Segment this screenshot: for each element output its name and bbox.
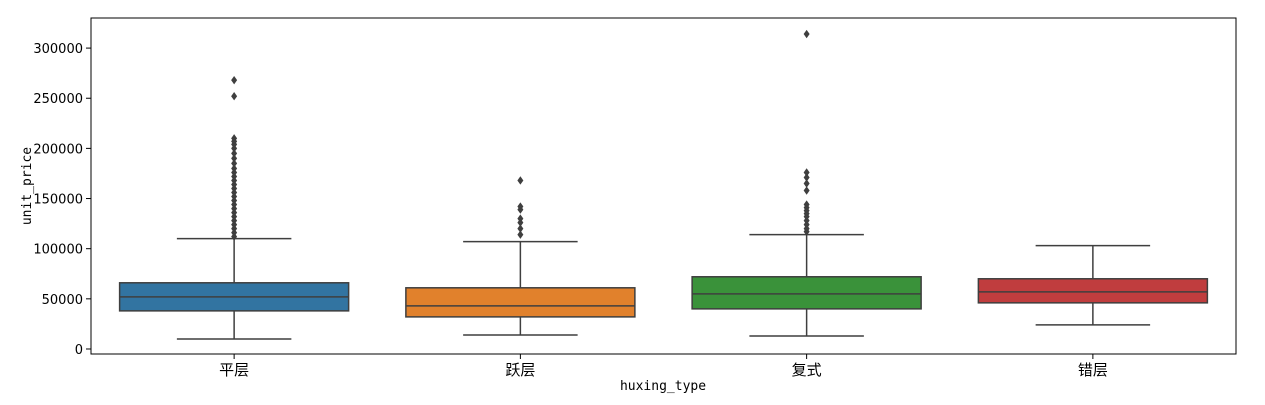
x-tick-label: 错层 [1078,361,1108,379]
outlier-point [231,75,238,85]
x-tick-label: 跃层 [505,361,535,379]
x-axis: 平层 跃层 复式 错层 [219,354,1108,379]
outlier-point [517,176,524,185]
outlier-point [231,232,238,241]
box [405,287,636,318]
box [691,276,922,310]
plot-frame [90,17,1237,355]
outlier-point [231,159,238,168]
y-axis-label: unit_price [20,147,35,225]
y-tick-label: 100000 [33,243,83,258]
outlier-point [803,186,810,195]
outlier-point [517,224,524,233]
y-tick-label: 0 [75,343,83,358]
box-group-4 [977,244,1209,326]
y-tick-label: 50000 [42,293,83,308]
box-group-1 [118,75,350,340]
outlier-point [803,227,810,236]
outlier-point [517,205,524,214]
x-tick-label: 平层 [219,361,249,379]
outlier-point [231,92,238,101]
x-axis-label: huxing_type [620,379,706,394]
outlier-point [803,168,810,177]
plot-area [118,29,1209,340]
outlier-point [231,154,238,163]
outlier-point [517,230,524,239]
box-group-2 [405,176,636,336]
outlier-point [803,179,810,188]
y-tick-label: 250000 [33,92,83,107]
outlier-point [231,144,238,153]
outlier-point [517,218,524,227]
outlier-point [803,173,810,182]
y-tick-label: 200000 [33,142,83,157]
box [977,278,1209,304]
y-tick-label: 300000 [33,42,83,57]
outlier-point [231,149,238,158]
y-axis: 0 50000 100000 150000 200000 250000 300000 [33,42,91,358]
y-tick-label: 150000 [33,193,83,208]
outlier-point [803,29,810,39]
x-tick-label: 复式 [792,361,822,379]
box-group-3 [691,29,922,337]
